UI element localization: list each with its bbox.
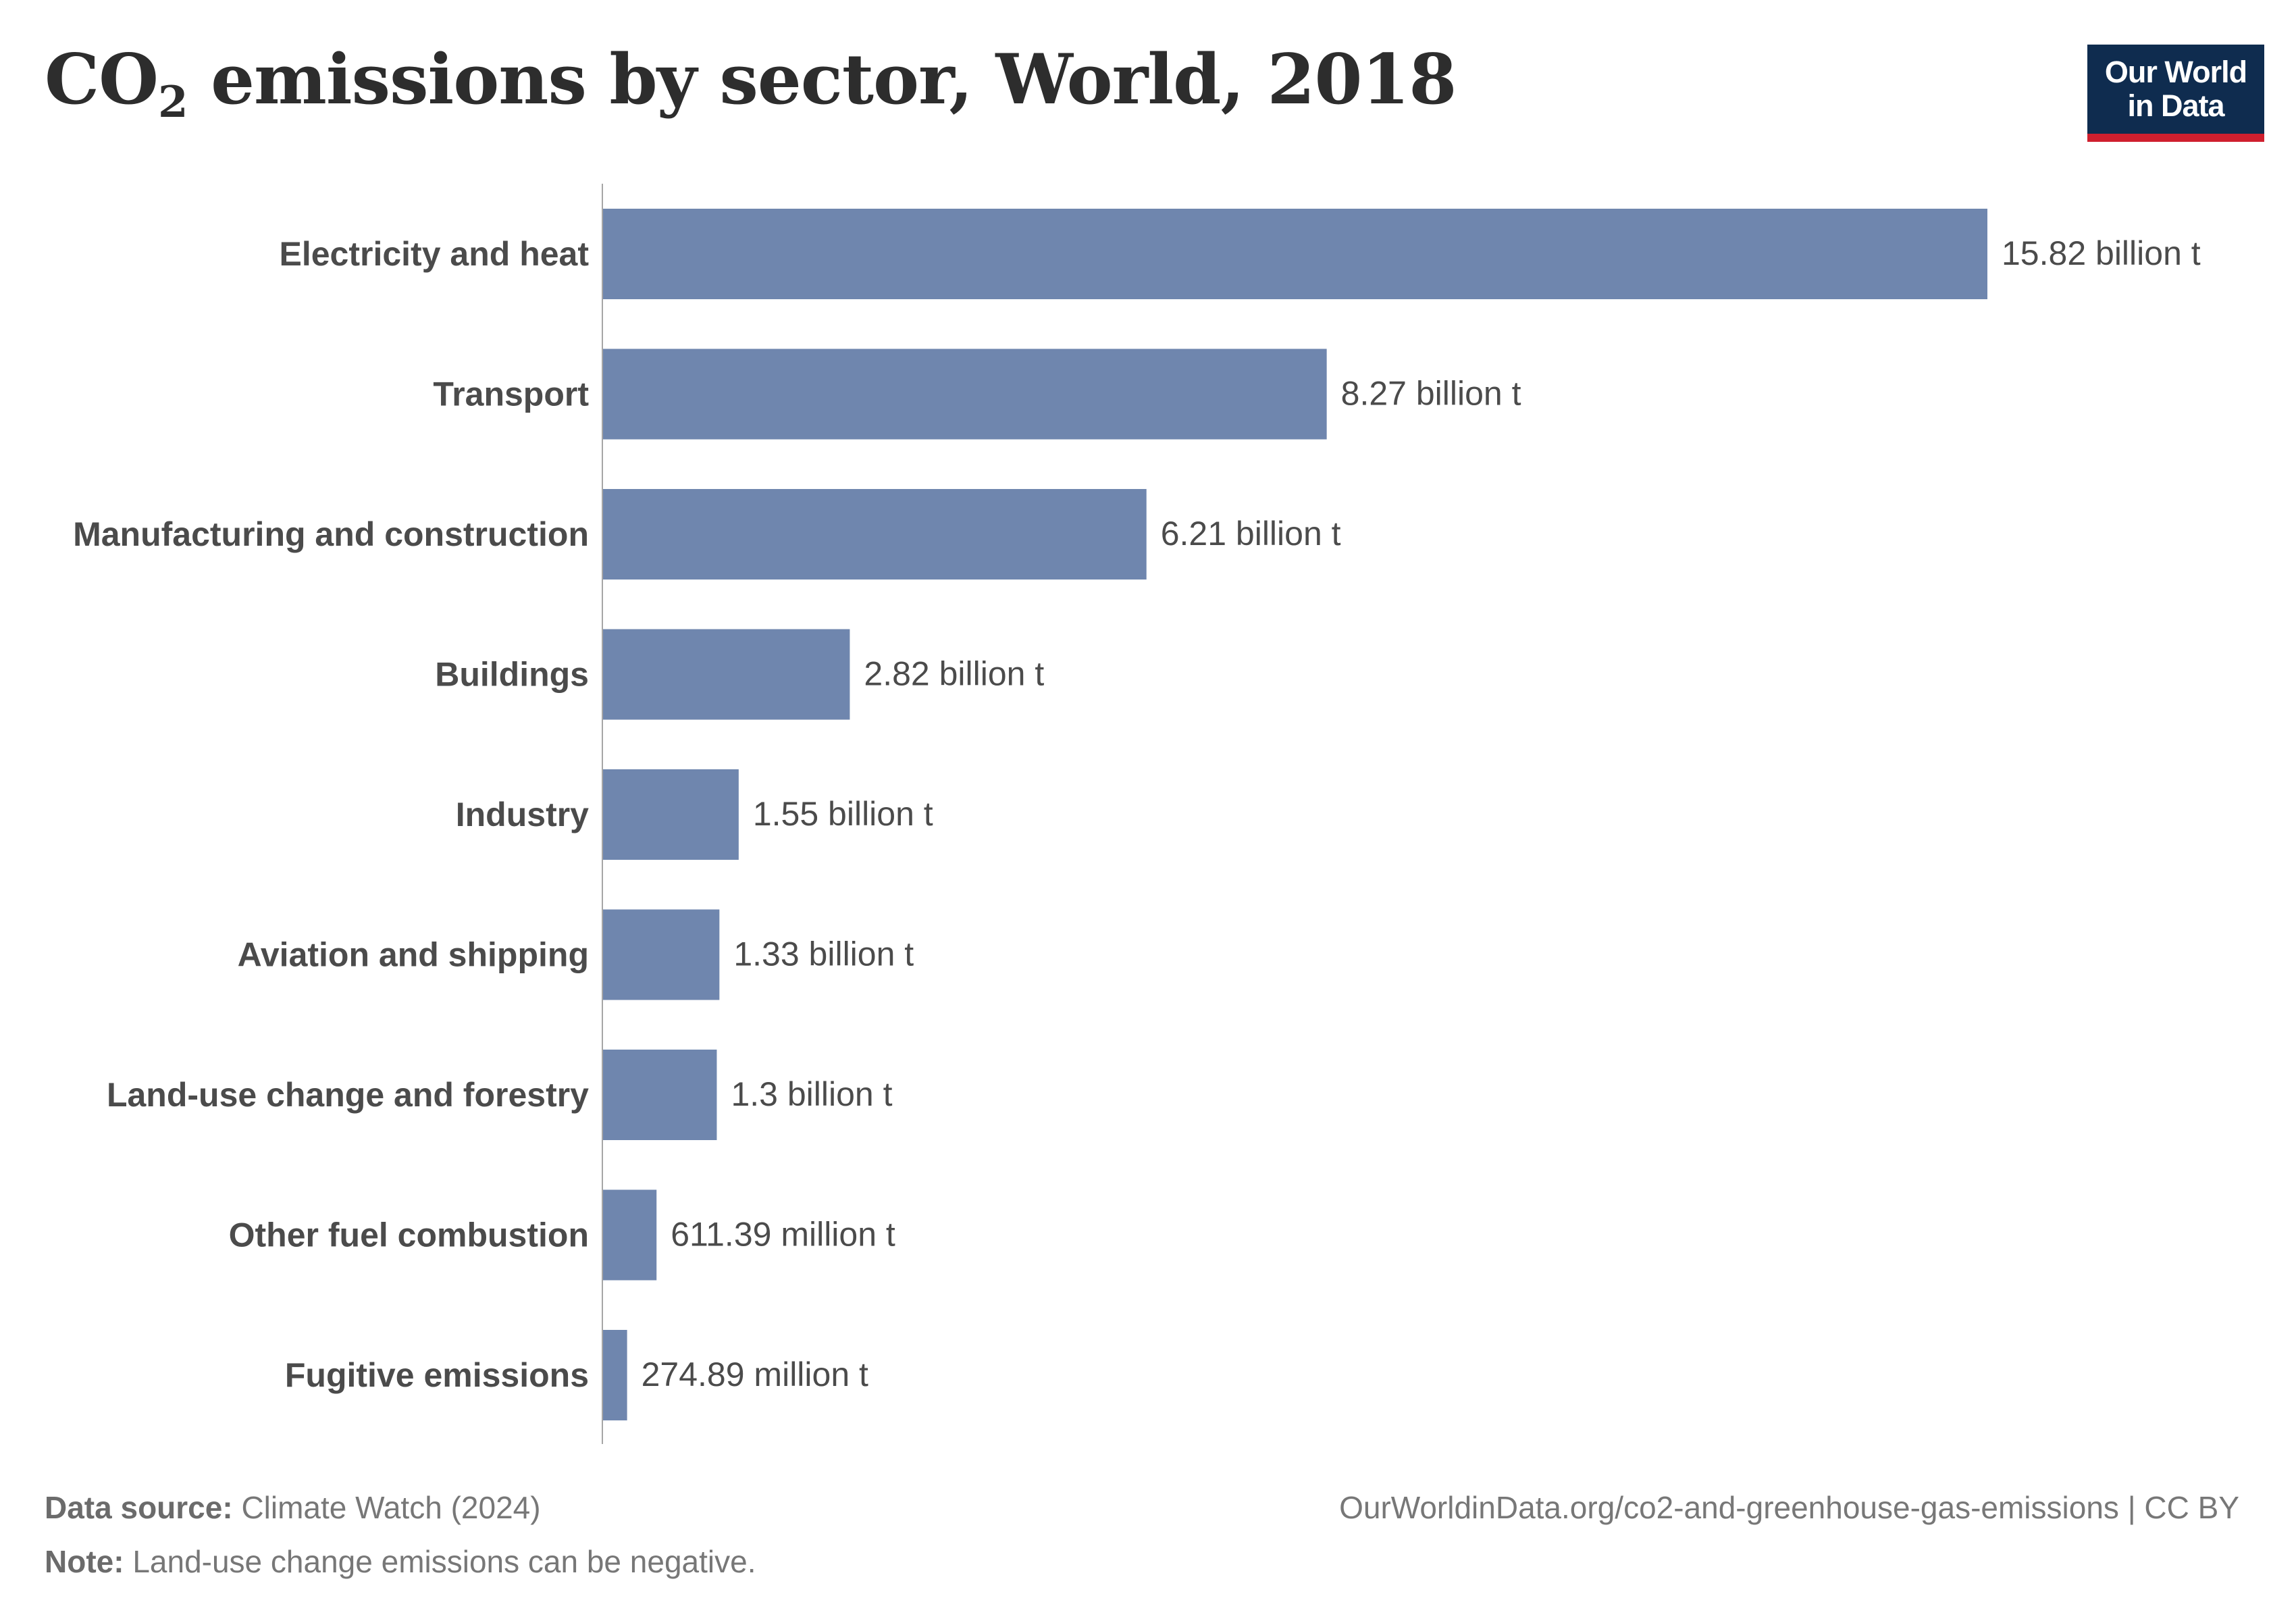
value-label: 15.82 billion t — [2002, 234, 2201, 272]
bar[interactable] — [603, 769, 739, 860]
category-label: Transport — [433, 376, 589, 413]
value-label: 2.82 billion t — [864, 655, 1044, 693]
bar[interactable] — [603, 1330, 627, 1420]
chart-title-main: CO — [45, 39, 159, 120]
chart-note-label: Note: — [45, 1544, 124, 1579]
chart-note-text: Land-use change emissions can be negativ… — [132, 1544, 756, 1579]
value-label: 1.3 billion t — [731, 1075, 892, 1113]
value-label: 611.39 million t — [671, 1216, 895, 1254]
bar[interactable] — [603, 909, 720, 1000]
category-label: Other fuel combustion — [229, 1216, 589, 1254]
category-label: Electricity and heat — [280, 235, 590, 273]
chart-title-subscript: 2 — [158, 77, 188, 128]
owid-logo[interactable]: Our World in Data — [2087, 45, 2264, 142]
source-url[interactable]: OurWorldinData.org/co2-and-greenhouse-ga… — [1339, 1490, 2239, 1525]
bar[interactable] — [603, 349, 1327, 440]
bar[interactable] — [603, 629, 850, 720]
chart-title: CO2 emissions by sector, World, 2018 — [45, 39, 1457, 126]
bar[interactable] — [603, 1050, 717, 1140]
value-label: 274.89 million t — [642, 1356, 868, 1393]
category-label: Manufacturing and construction — [73, 515, 589, 553]
value-label: 8.27 billion t — [1341, 375, 1521, 413]
value-label: 1.33 billion t — [733, 935, 914, 973]
chart-title-rest: emissions by sector, World, 2018 — [187, 39, 1457, 120]
chart-note: Note: Land-use change emissions can be n… — [45, 1543, 756, 1580]
value-label: 6.21 billion t — [1161, 515, 1341, 552]
data-source-link[interactable]: Climate Watch (2024) — [241, 1490, 541, 1525]
bar[interactable] — [603, 489, 1147, 580]
data-source-label: Data source: — [45, 1490, 233, 1525]
bar[interactable] — [603, 209, 1987, 299]
owid-logo-text: Our World in Data — [2104, 55, 2247, 123]
data-source: Data source: Climate Watch (2024) — [45, 1489, 541, 1526]
bar[interactable] — [603, 1189, 657, 1281]
category-label: Fugitive emissions — [285, 1356, 589, 1394]
category-label: Aviation and shipping — [238, 936, 589, 974]
value-label: 1.55 billion t — [753, 795, 933, 833]
category-label: Buildings — [435, 656, 589, 694]
category-label: Land-use change and forestry — [107, 1076, 589, 1114]
category-label: Industry — [456, 796, 589, 833]
